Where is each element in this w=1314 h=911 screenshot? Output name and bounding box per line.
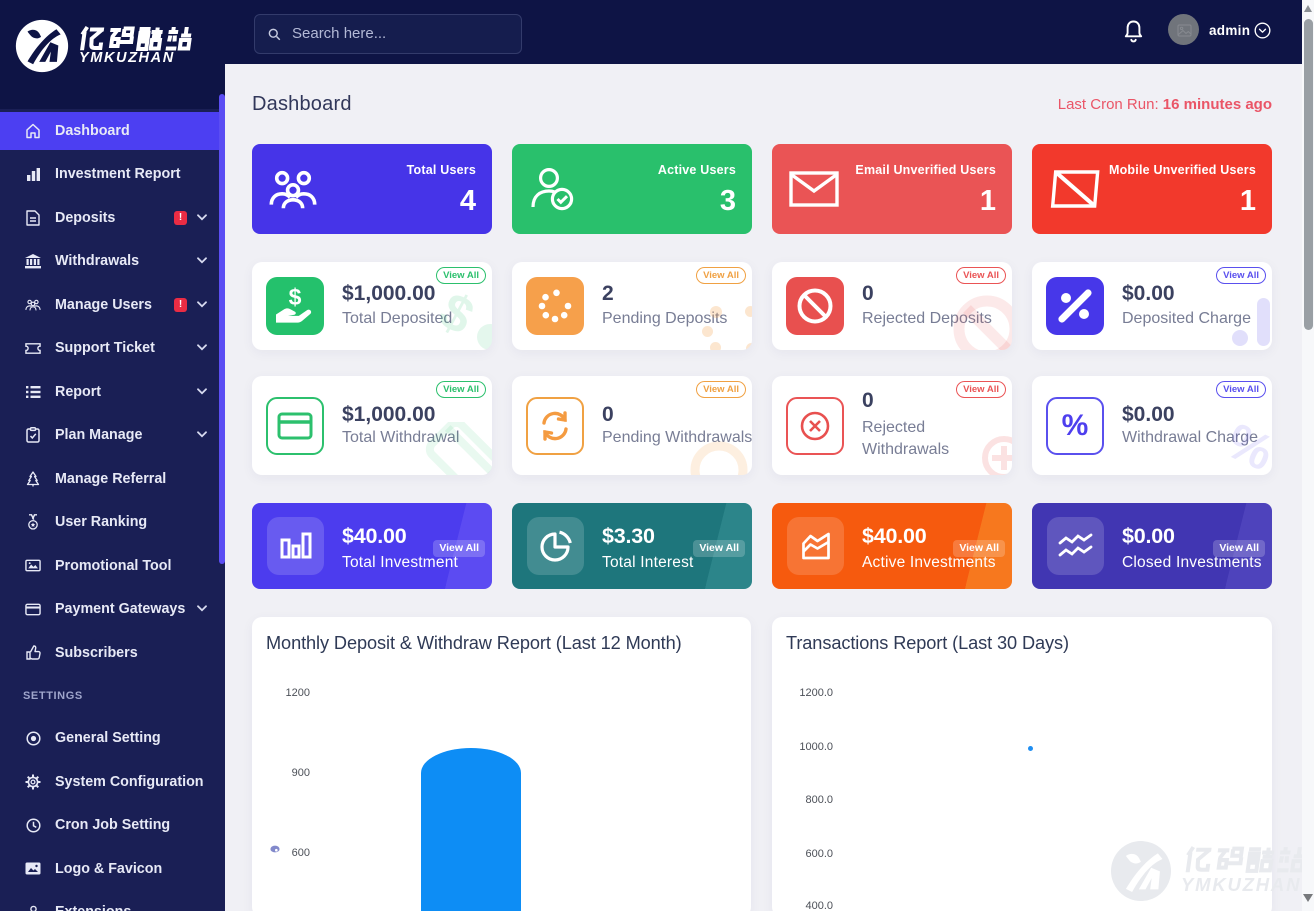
svg-text:YMKUZHAN: YMKUZHAN (1181, 874, 1301, 895)
svg-text:$: $ (289, 285, 302, 310)
